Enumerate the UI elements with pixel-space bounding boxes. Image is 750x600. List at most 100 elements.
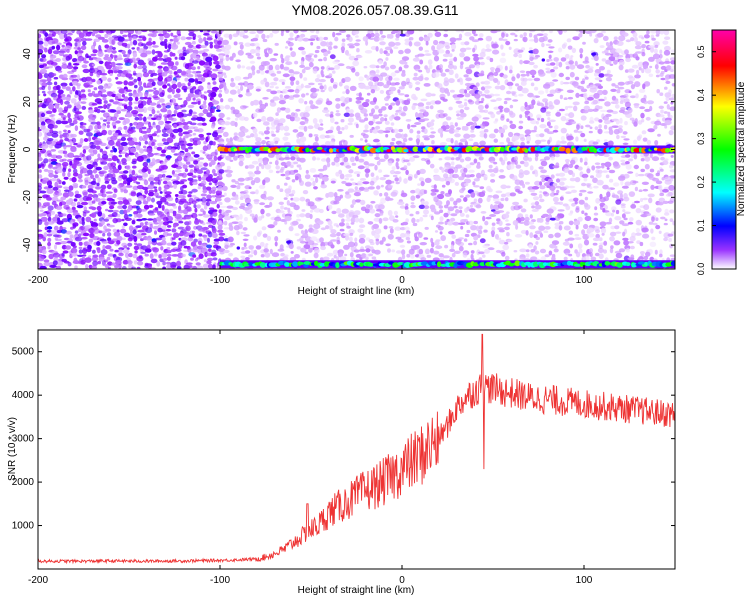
noise-blob (566, 38, 572, 43)
noise-blob (424, 201, 429, 206)
noise-blob (299, 157, 306, 163)
noise-blob (171, 228, 177, 233)
noise-blob (502, 244, 510, 251)
noise-blob (394, 116, 401, 121)
noise-blob (489, 57, 494, 63)
noise-blob (403, 159, 410, 163)
noise-blob (413, 64, 421, 71)
noise-blob (233, 41, 238, 46)
noise-blob (78, 228, 82, 233)
noise-blob (653, 125, 658, 130)
noise-blob (545, 217, 550, 223)
noise-blob (428, 64, 433, 70)
noise-blob (131, 266, 136, 269)
noise-blob (189, 88, 195, 94)
noise-blob (267, 224, 275, 229)
noise-blob (40, 212, 47, 217)
noise-blob (491, 43, 499, 49)
noise-blob (465, 47, 472, 50)
noise-blob (259, 241, 265, 247)
noise-blob (625, 163, 632, 170)
noise-blob (636, 240, 641, 245)
noise-blob (218, 77, 224, 81)
noise-blob (343, 233, 351, 237)
noise-blob (259, 202, 266, 206)
noise-blob (137, 38, 143, 42)
noise-blob (423, 128, 428, 134)
noise-blob (221, 154, 227, 158)
noise-blob (38, 174, 43, 179)
noise-blob (186, 202, 192, 206)
noise-blob (375, 175, 379, 181)
noise-blob (353, 241, 358, 247)
noise-blob (573, 105, 578, 112)
noise-blob (431, 241, 435, 248)
noise-blob (53, 76, 59, 80)
noise-blob (370, 172, 375, 177)
noise-blob (96, 247, 101, 254)
noise-blob (329, 54, 336, 60)
noise-blob (623, 196, 630, 202)
noise-blob (123, 209, 128, 215)
noise-blob (156, 129, 161, 133)
noise-blob (132, 165, 137, 169)
noise-blob (372, 76, 380, 83)
noise-blob (310, 236, 318, 242)
noise-blob (61, 64, 69, 69)
noise-blob (258, 184, 266, 189)
noise-blob (218, 215, 223, 219)
noise-blob (576, 64, 585, 70)
noise-blob (648, 221, 654, 225)
noise-blob (419, 109, 427, 112)
noise-blob (551, 256, 556, 261)
noise-blob (592, 99, 598, 105)
noise-blob (111, 50, 117, 54)
noise-blob (274, 42, 279, 46)
noise-blob (613, 163, 621, 169)
noise-blob (330, 244, 335, 249)
noise-blob (496, 210, 505, 213)
noise-blob (74, 236, 83, 242)
noise-blob (289, 116, 295, 122)
noise-blob (450, 244, 455, 250)
noise-blob (489, 93, 495, 97)
noise-blob (46, 188, 54, 194)
noise-blob (302, 190, 309, 195)
noise-blob (624, 121, 628, 126)
noise-blob (509, 69, 513, 74)
noise-blob (373, 74, 381, 78)
noise-blob (409, 156, 415, 162)
noise-blob (220, 84, 224, 89)
noise-blob (655, 180, 663, 185)
noise-blob (73, 168, 78, 174)
noise-blob (424, 226, 429, 230)
noise-blob (649, 168, 655, 173)
noise-blob (260, 79, 265, 85)
noise-blob (493, 78, 499, 83)
noise-blob (538, 194, 543, 199)
noise-blob (407, 123, 411, 130)
noise-blob (77, 179, 83, 183)
noise-blob (661, 117, 667, 122)
noise-blob (217, 134, 222, 138)
noise-blob (116, 240, 121, 245)
chart-title: YM08.2026.057.08.39.G11 (291, 2, 459, 18)
noise-blob (263, 160, 268, 166)
noise-blob (299, 72, 303, 79)
noise-blob (231, 52, 236, 58)
noise-blob (152, 41, 156, 45)
noise-blob (243, 81, 249, 87)
noise-blob (547, 178, 554, 183)
noise-blob (95, 57, 102, 62)
noise-blob (106, 184, 112, 190)
noise-blob (421, 118, 430, 121)
noise-blob (95, 145, 101, 150)
noise-blob (304, 236, 312, 242)
noise-blob (270, 90, 278, 95)
noise-blob (599, 66, 605, 71)
noise-blob (83, 206, 88, 211)
noise-blob (55, 205, 63, 210)
noise-blob (284, 174, 289, 177)
noise-blob (212, 264, 216, 269)
noise-blob (38, 93, 41, 97)
